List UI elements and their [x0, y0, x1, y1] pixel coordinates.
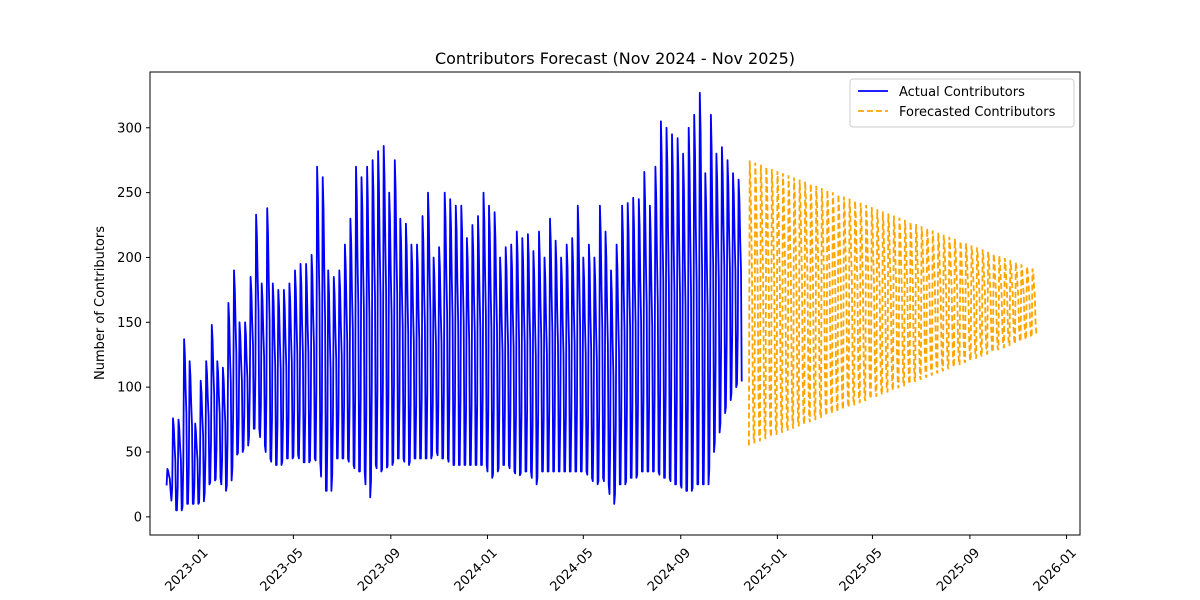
x-tick-label: 2023-05	[258, 546, 307, 595]
legend-label-forecast: Forecasted Contributors	[899, 105, 1056, 120]
legend-box	[849, 78, 1075, 128]
x-tick-label: 2023-01	[163, 546, 212, 595]
plot-area	[165, 91, 1038, 512]
x-tick-label: 2024-09	[645, 546, 694, 595]
y-tick-label: 300	[117, 121, 142, 136]
y-tick-label: 150	[117, 316, 142, 331]
y-tick-label: 250	[117, 186, 142, 201]
series-line-actual	[165, 91, 743, 512]
x-tick-label: 2024-05	[548, 546, 597, 595]
y-tick-label: 50	[125, 445, 142, 460]
y-axis: 0 50 100 150 200 250 300	[117, 121, 150, 525]
plot-frame	[149, 71, 1081, 536]
legend: Actual Contributors Forecasted Contributo…	[849, 78, 1075, 128]
chart-title: Contributors Forecast (Nov 2024 - Nov 20…	[435, 49, 795, 68]
y-axis-label: Number of Contributors	[93, 226, 108, 380]
x-tick-label: 2025-05	[837, 546, 886, 595]
x-tick-label: 2024-01	[452, 546, 501, 595]
x-tick-label: 2023-09	[355, 546, 404, 595]
x-tick-label: 2025-01	[742, 546, 791, 595]
x-tick-label: 2026-01	[1031, 546, 1080, 595]
y-tick-label: 200	[117, 251, 142, 266]
legend-label-actual: Actual Contributors	[899, 85, 1025, 100]
y-tick-label: 100	[117, 381, 142, 396]
x-tick-label: 2025-09	[934, 546, 983, 595]
series-line-forecast	[748, 160, 1038, 446]
y-tick-label: 0	[134, 510, 142, 525]
x-axis: 2023-01 2023-05 2023-09 2024-01 2024-05 2024-…	[163, 535, 1080, 595]
